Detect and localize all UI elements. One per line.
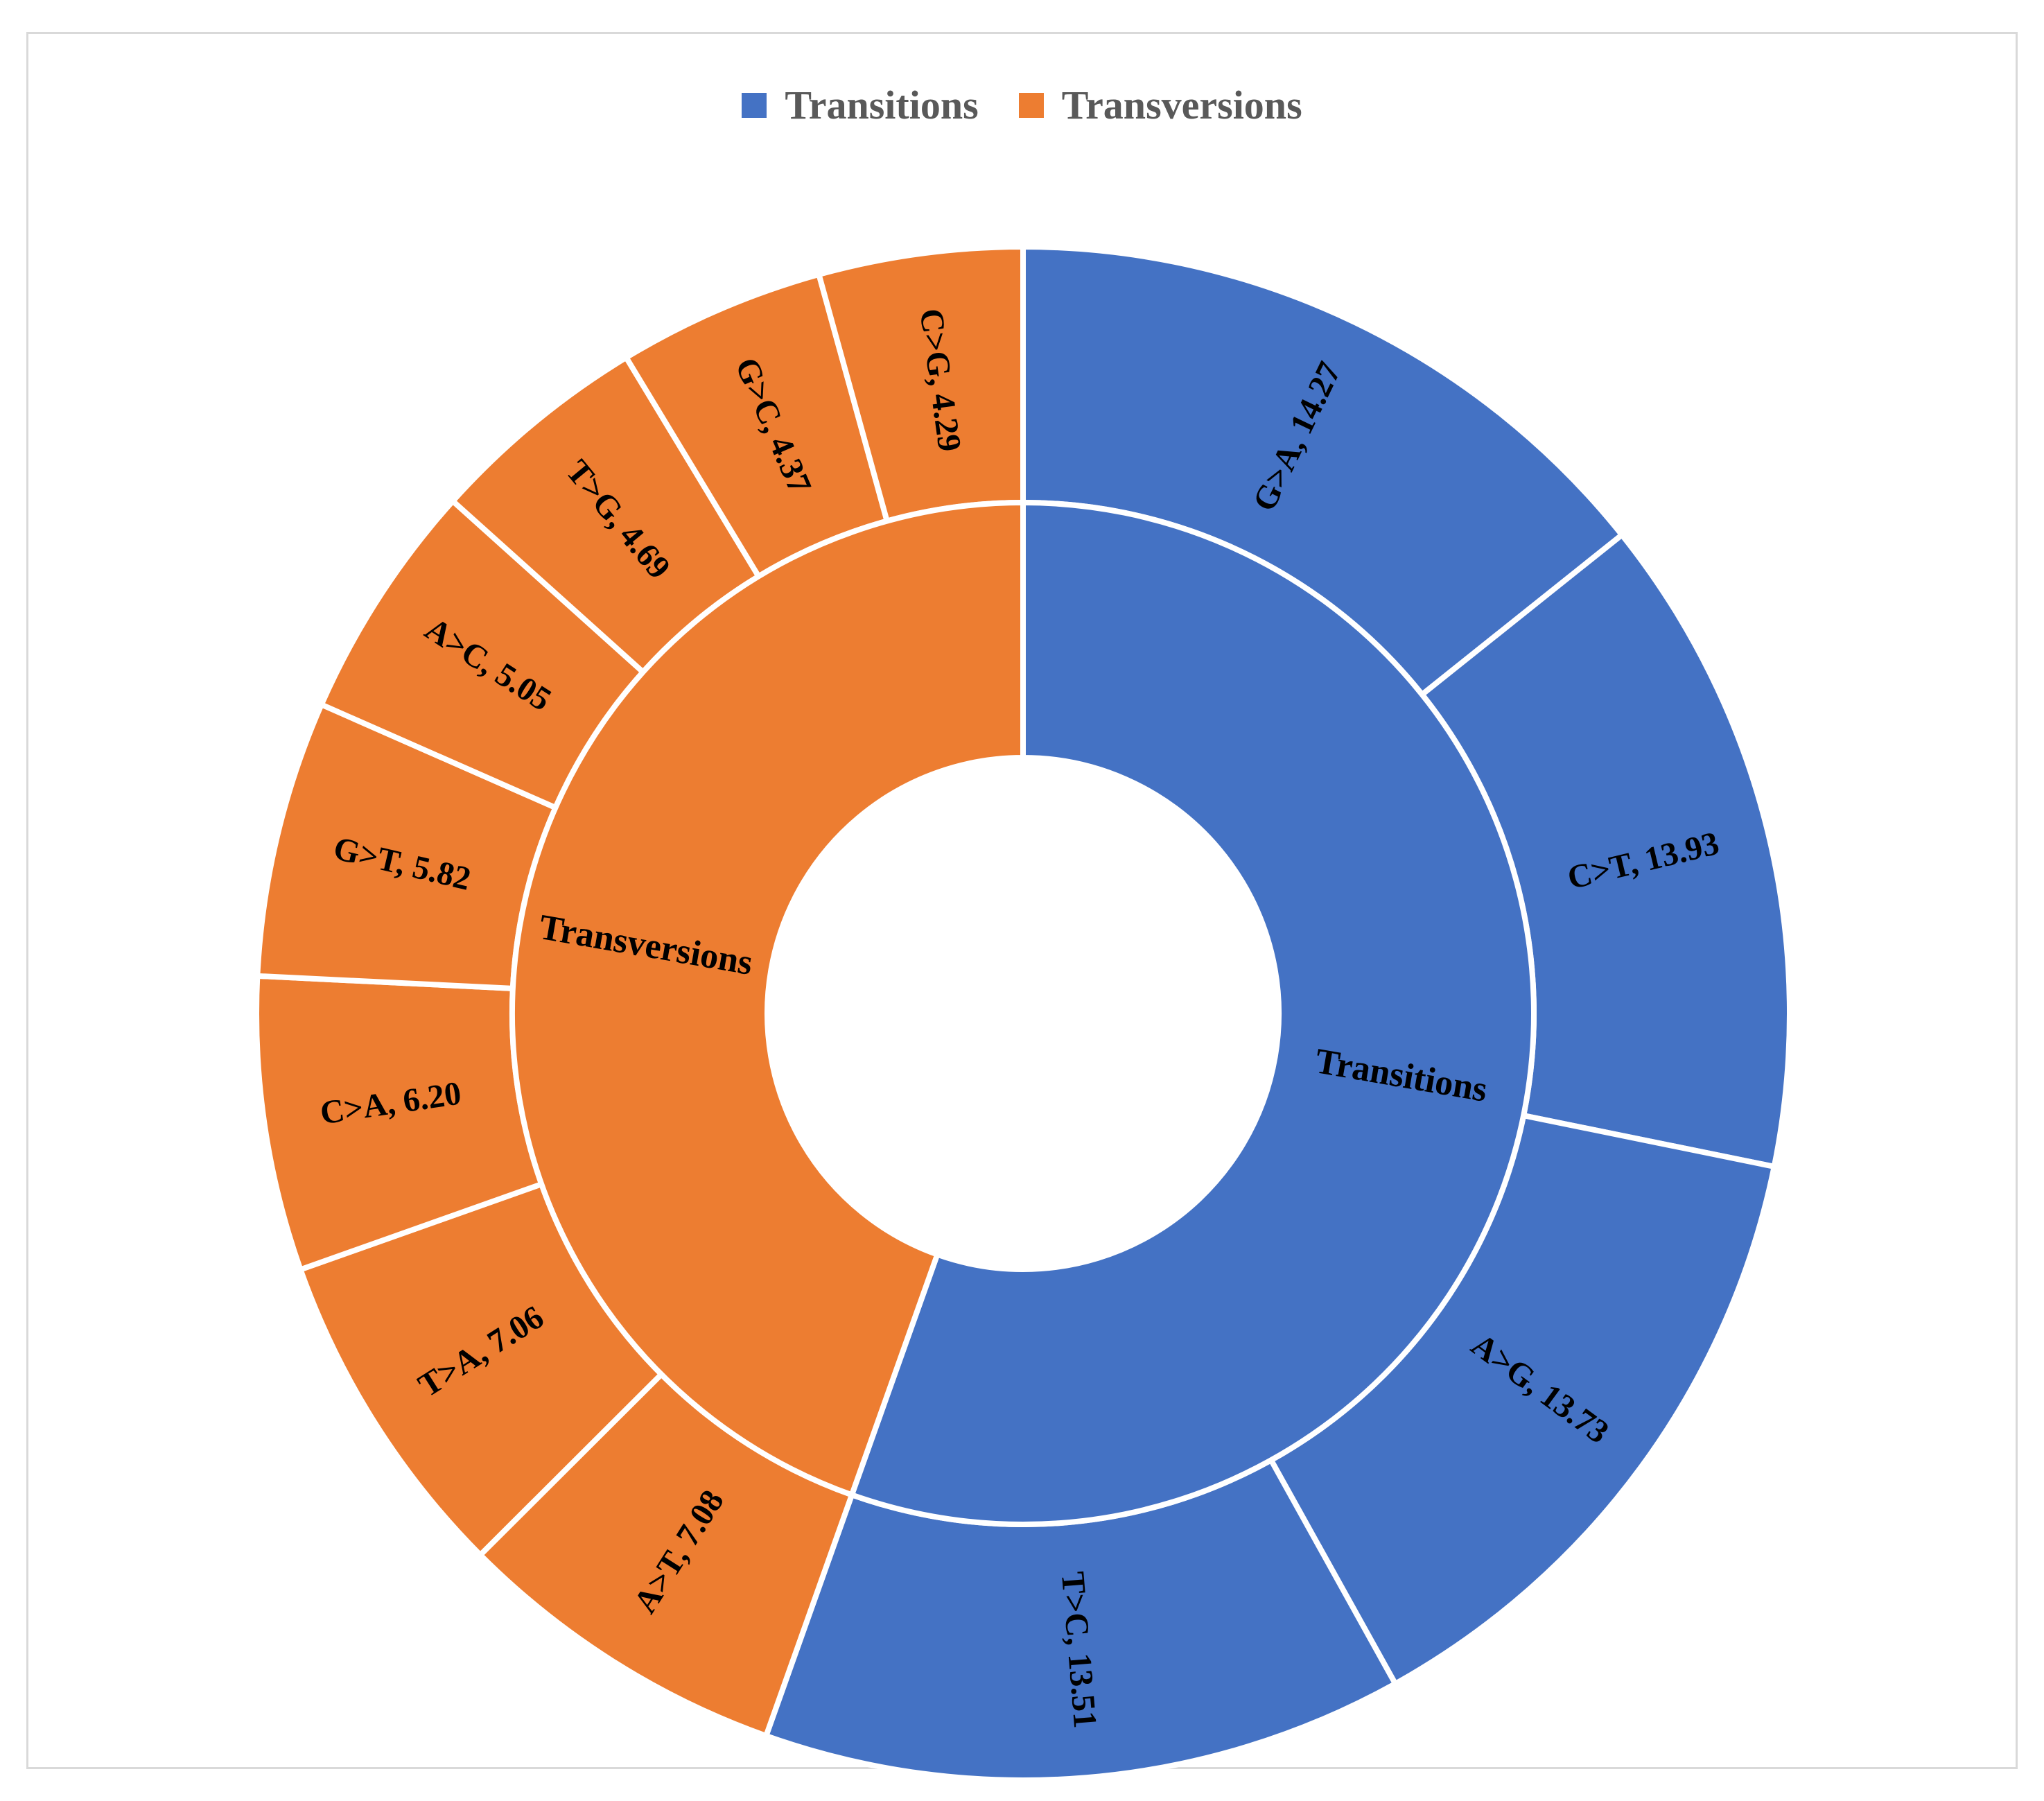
outer-ring xyxy=(254,243,1792,1783)
legend: Transitions Transversions xyxy=(0,82,2044,128)
inner-segment-transitions[interactable] xyxy=(848,499,1537,1527)
legend-swatch-transitions xyxy=(742,92,767,118)
inner-ring xyxy=(509,499,1537,1527)
legend-label-transitions: Transitions xyxy=(785,82,979,128)
legend-item-transitions[interactable]: Transitions xyxy=(742,82,979,128)
legend-swatch-transversions xyxy=(1018,92,1044,118)
inner-segment-transversions[interactable] xyxy=(509,499,1026,1499)
legend-item-transversions[interactable]: Transversions xyxy=(1018,82,1302,128)
legend-label-transversions: Transversions xyxy=(1061,82,1302,128)
